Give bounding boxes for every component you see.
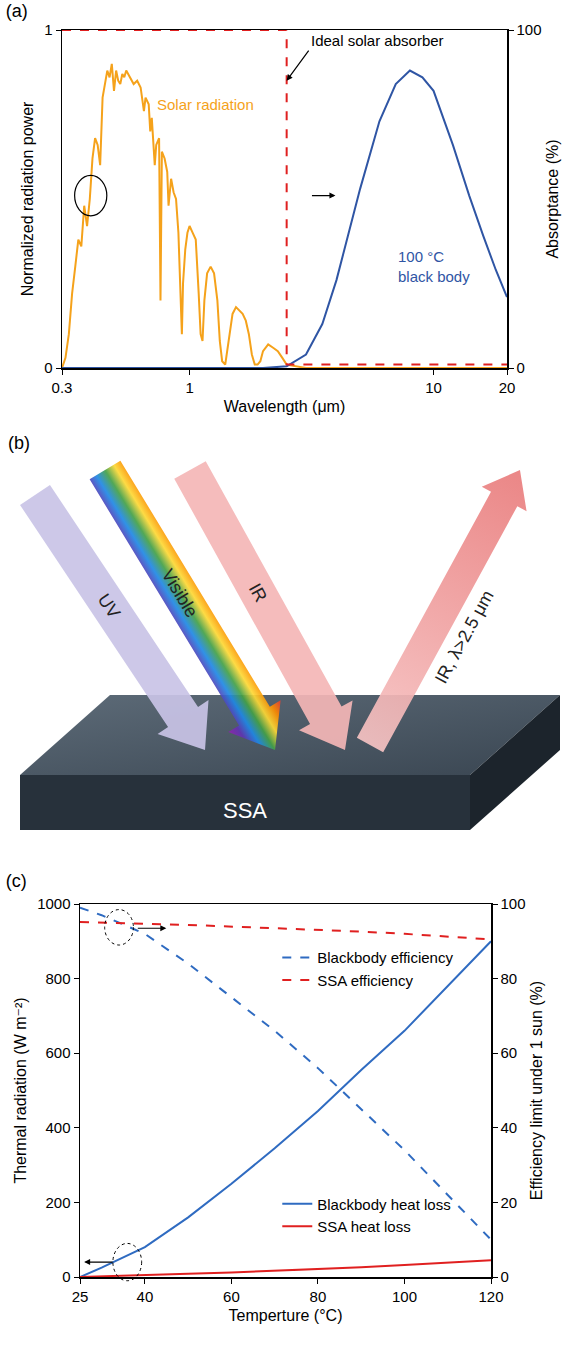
svg-text:Temperture (°C): Temperture (°C)	[229, 1307, 343, 1324]
svg-text:1: 1	[44, 21, 52, 38]
svg-text:600: 600	[45, 1044, 70, 1061]
svg-text:Visible: Visible	[158, 565, 202, 620]
svg-text:100: 100	[517, 21, 542, 38]
svg-text:Solar radiation: Solar radiation	[157, 96, 254, 113]
svg-text:10: 10	[425, 379, 442, 396]
svg-text:100 °Cblack body: 100 °Cblack body	[398, 248, 470, 285]
svg-text:Efficiency limit under 1 sun (: Efficiency limit under 1 sun (%)	[528, 981, 545, 1200]
svg-text:0: 0	[517, 359, 525, 376]
svg-text:100: 100	[392, 1288, 417, 1305]
svg-text:20: 20	[499, 379, 516, 396]
svg-text:80: 80	[501, 970, 518, 987]
svg-text:1000: 1000	[37, 895, 70, 912]
svg-text:Blackbody efficiency: Blackbody efficiency	[317, 949, 453, 966]
svg-text:UV: UV	[94, 590, 125, 622]
svg-text:0: 0	[62, 1268, 70, 1285]
svg-text:Wavelength (μm): Wavelength (μm)	[224, 398, 346, 415]
svg-text:Normalized radiation power: Normalized radiation power	[19, 101, 36, 296]
svg-text:60: 60	[223, 1288, 240, 1305]
svg-text:Absorptance (%): Absorptance (%)	[544, 139, 561, 258]
svg-text:IR: IR	[245, 580, 271, 605]
svg-text:25: 25	[72, 1288, 89, 1305]
svg-text:SSA: SSA	[223, 798, 267, 823]
svg-text:60: 60	[501, 1044, 518, 1061]
svg-text:IR, λ>2.5 μm: IR, λ>2.5 μm	[431, 587, 498, 687]
svg-text:400: 400	[45, 1119, 70, 1136]
svg-text:(b): (b)	[8, 433, 30, 453]
svg-text:120: 120	[478, 1288, 503, 1305]
svg-text:800: 800	[45, 970, 70, 987]
svg-text:(c): (c)	[6, 871, 27, 891]
svg-text:(a): (a)	[6, 1, 28, 21]
svg-text:Thermal radiation (W m⁻²): Thermal radiation (W m⁻²)	[12, 997, 29, 1183]
svg-text:SSA heat loss: SSA heat loss	[317, 1218, 410, 1235]
svg-text:80: 80	[310, 1288, 327, 1305]
svg-text:100: 100	[501, 895, 526, 912]
svg-text:40: 40	[137, 1288, 154, 1305]
svg-text:Ideal solar absorber: Ideal solar absorber	[311, 32, 444, 49]
svg-text:40: 40	[501, 1119, 518, 1136]
svg-text:20: 20	[501, 1194, 518, 1211]
svg-text:1: 1	[185, 379, 193, 396]
svg-text:0: 0	[501, 1268, 509, 1285]
svg-text:0.3: 0.3	[52, 379, 73, 396]
svg-text:SSA efficiency: SSA efficiency	[317, 972, 413, 989]
svg-text:200: 200	[45, 1194, 70, 1211]
svg-text:0: 0	[44, 359, 52, 376]
svg-text:Blackbody heat loss: Blackbody heat loss	[317, 1196, 450, 1213]
